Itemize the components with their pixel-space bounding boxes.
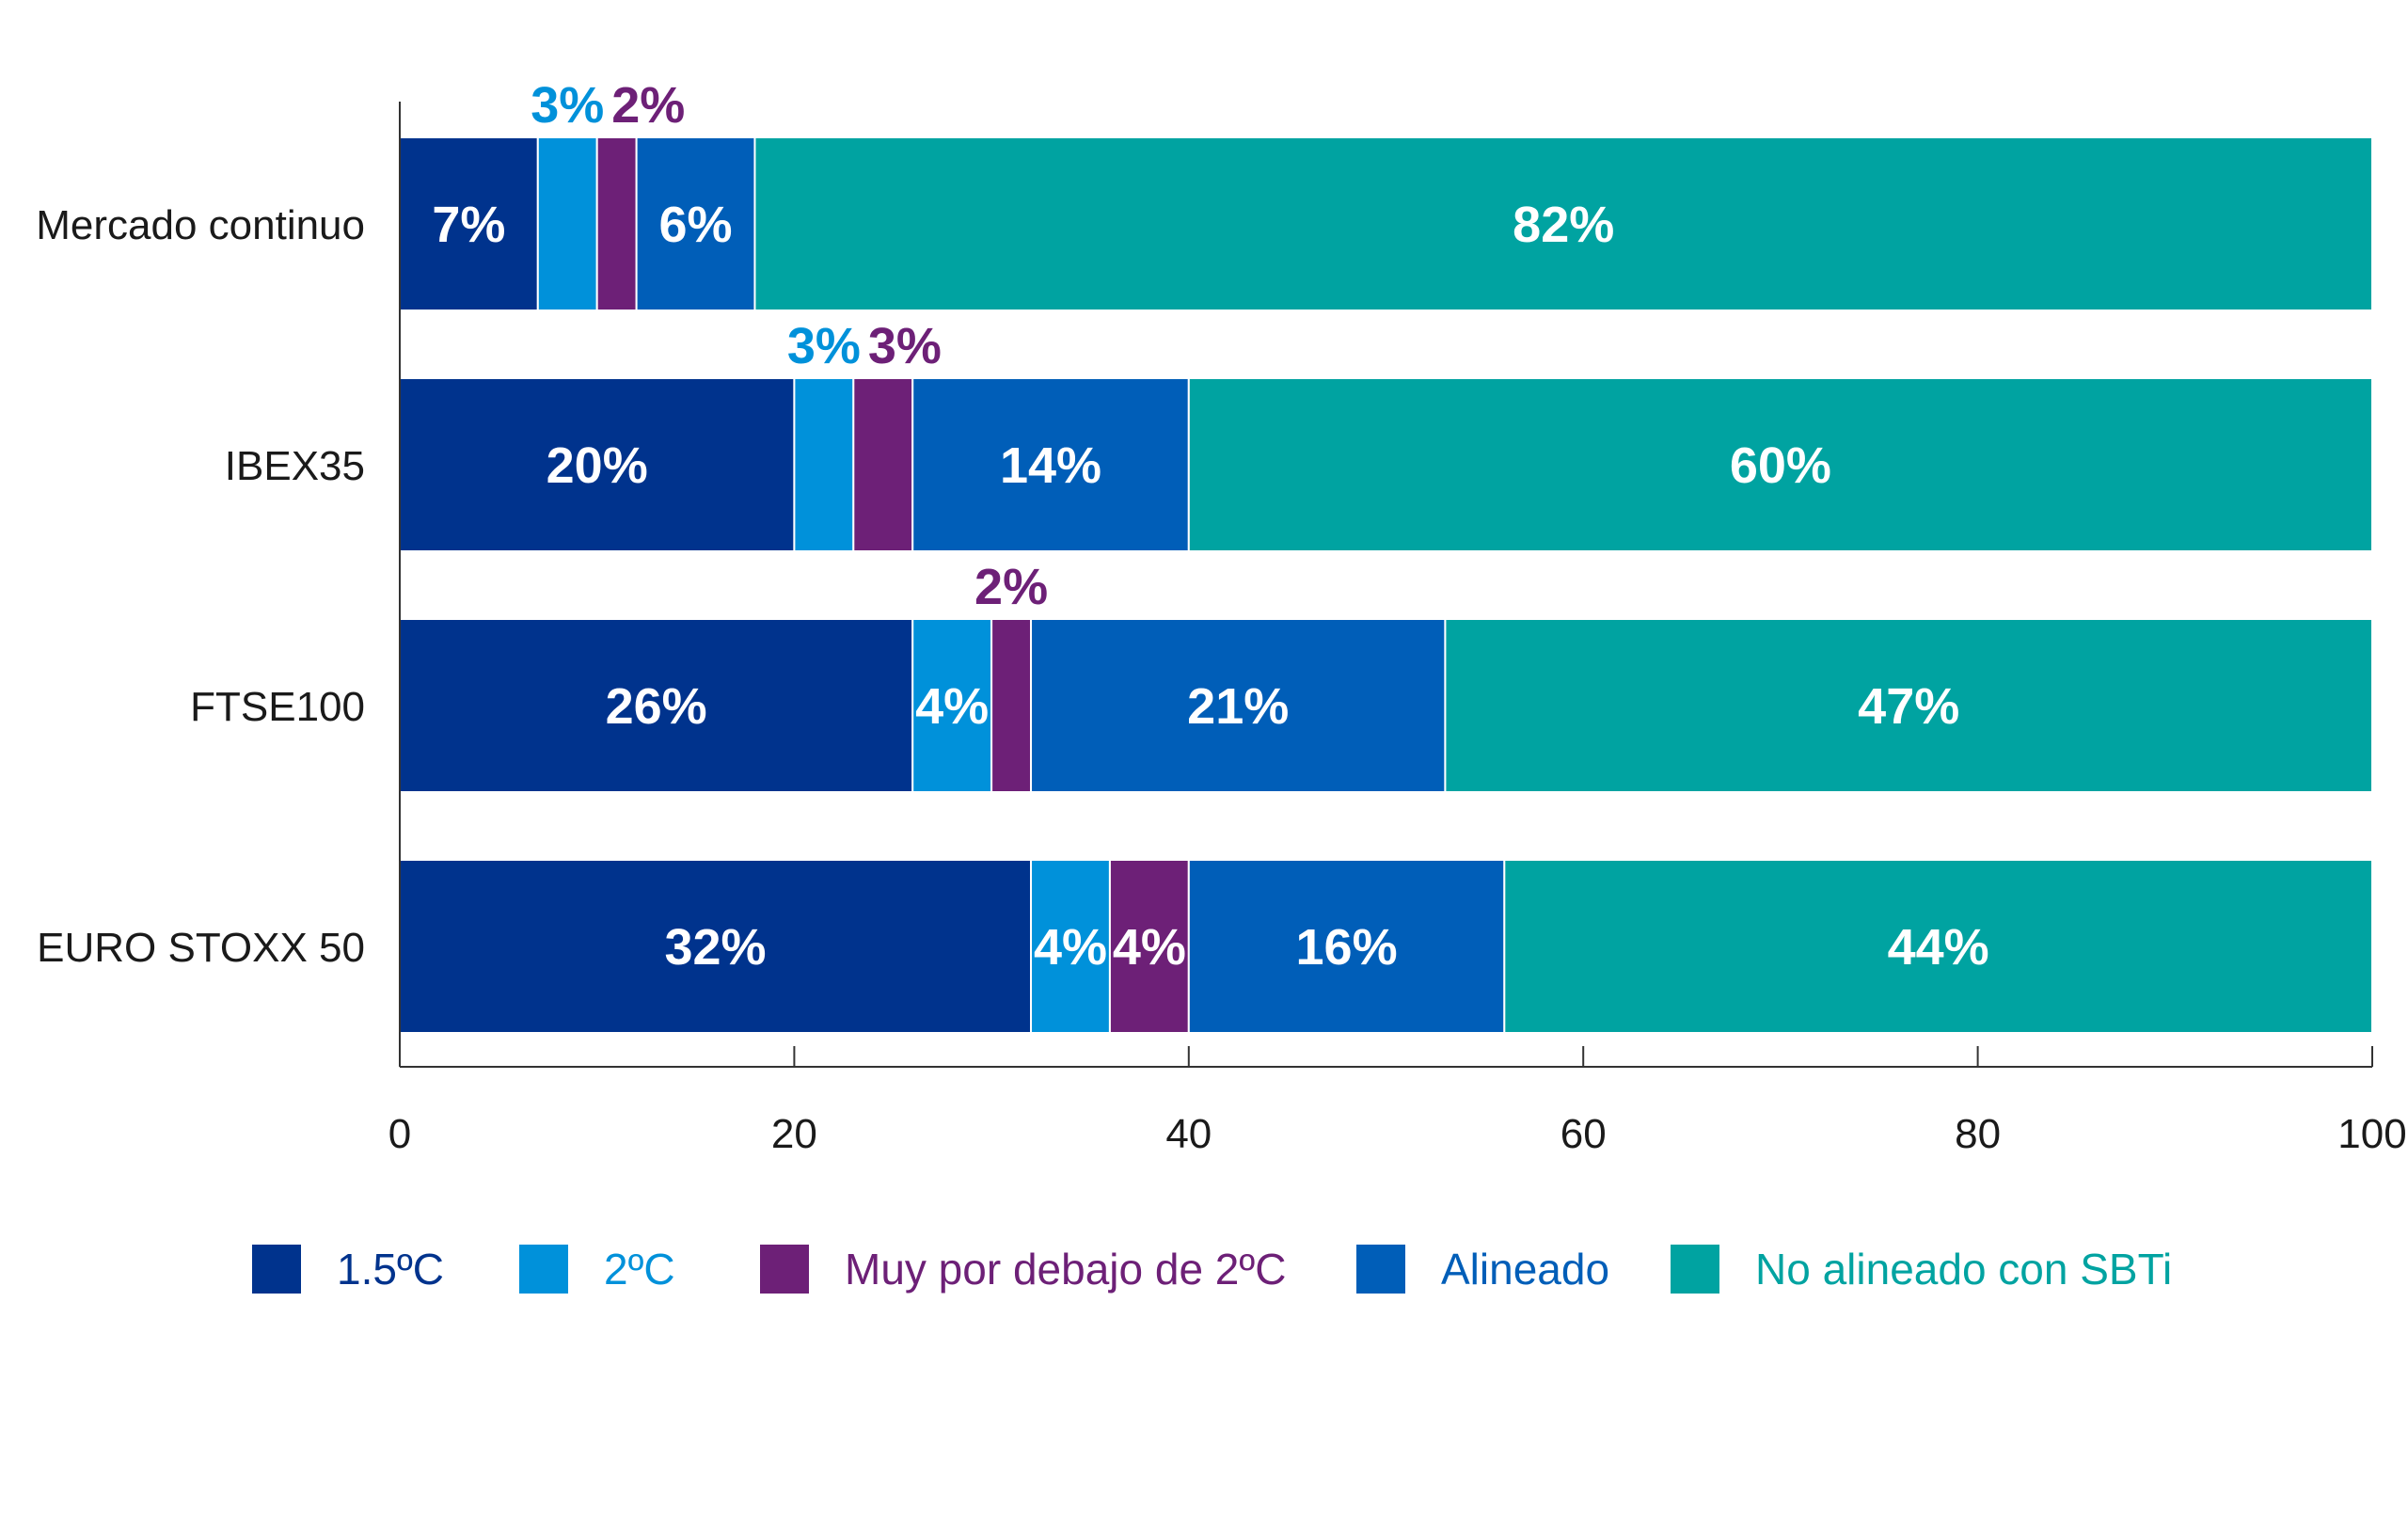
bar-data-label: 2% <box>611 77 685 134</box>
legend-label: Alineado <box>1441 1245 1609 1294</box>
bars-group <box>399 136 2374 1034</box>
legend-swatch <box>519 1245 568 1294</box>
bar-data-label: 60% <box>1730 437 1831 494</box>
bar-segment <box>1187 859 1506 1034</box>
bar-segment <box>399 136 539 311</box>
category-label: IBEX35 <box>225 443 365 489</box>
bar-segment <box>753 136 2374 311</box>
legend-swatch <box>252 1245 301 1294</box>
x-tick-label: 0 <box>388 1111 411 1157</box>
bar-segment <box>595 136 638 311</box>
bar-data-label: 16% <box>1296 919 1398 976</box>
legend-label: No alineado con SBTi <box>1755 1245 2172 1294</box>
bar-segment <box>1503 859 2373 1034</box>
legend-label: 2ºC <box>604 1245 675 1294</box>
bar-data-label: 82% <box>1513 197 1614 253</box>
bar-data-label: 47% <box>1858 678 1959 735</box>
category-label: EURO STOXX 50 <box>37 925 365 971</box>
x-tick-label: 40 <box>1165 1111 1212 1157</box>
bar-segment <box>911 618 993 793</box>
legend: 1.5ºC 2ºC Muy por debajo de 2ºC Alineado No … <box>252 1245 2172 1294</box>
x-tick-label: 80 <box>1955 1111 2001 1157</box>
bar-data-label: 20% <box>547 437 648 494</box>
legend-swatch <box>760 1245 809 1294</box>
bar-data-label: 14% <box>1000 437 1101 494</box>
bar-data-label: 3% <box>531 77 604 134</box>
legend-label: Muy por debajo de 2ºC <box>845 1245 1286 1294</box>
bar-data-label: 44% <box>1888 919 1989 976</box>
data-labels-group: 7%3% 2%6% 82%20%3% 3%14% 60%26% 4%2%21% 47%32%… <box>432 77 1988 976</box>
legend-swatch <box>1356 1245 1405 1294</box>
bar-segment <box>399 618 914 793</box>
bar-segment <box>852 377 914 552</box>
bar-segment <box>399 377 796 552</box>
bar-segment <box>536 136 598 311</box>
legend-label: 1.5ºC <box>337 1245 444 1294</box>
bar-data-label: 26% <box>606 678 707 735</box>
bar-data-label: 7% <box>432 197 505 253</box>
bar-segment <box>1108 859 1190 1034</box>
x-tick-label: 20 <box>771 1111 817 1157</box>
bar-segment <box>990 618 1033 793</box>
bar-segment <box>1187 377 2373 552</box>
bar-data-label: 3% <box>868 318 942 374</box>
bar-data-label: 6% <box>659 197 733 253</box>
bar-segment <box>1030 859 1111 1034</box>
x-tick-label: 60 <box>1560 1111 1607 1157</box>
bar-data-label: 3% <box>787 318 861 374</box>
bar-data-label: 4% <box>915 678 989 735</box>
bar-data-label: 21% <box>1187 678 1289 735</box>
bar-segment <box>793 377 855 552</box>
bar-data-label: 4% <box>1113 919 1186 976</box>
bar-segment <box>1030 618 1447 793</box>
bar-data-label: 32% <box>664 919 766 976</box>
category-labels-group: Mercado continuo IBEX35 FTSE100 EURO STOXX … <box>36 202 365 971</box>
legend-swatch <box>1671 1245 1719 1294</box>
bar-segment <box>911 377 1190 552</box>
bar-data-label: 2% <box>974 559 1048 615</box>
bar-segment <box>1444 618 2374 793</box>
axes-group: 0 20 40 60 80 100 <box>388 102 2407 1157</box>
bar-data-label: 4% <box>1034 919 1107 976</box>
category-label: Mercado continuo <box>36 202 365 248</box>
bar-segment <box>635 136 756 311</box>
category-label: FTSE100 <box>190 684 365 730</box>
x-tick-label: 100 <box>2337 1111 2406 1157</box>
